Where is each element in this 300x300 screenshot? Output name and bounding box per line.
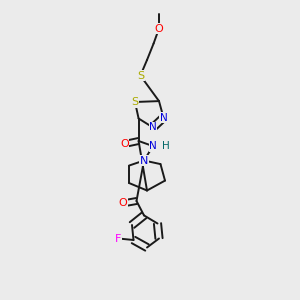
Text: H: H (162, 141, 170, 151)
Text: S: S (131, 97, 139, 107)
Text: N: N (140, 155, 148, 166)
Text: O: O (154, 23, 164, 34)
Text: O: O (118, 198, 127, 208)
Text: O: O (120, 139, 129, 149)
Text: N: N (160, 112, 167, 123)
Text: N: N (149, 122, 157, 133)
Text: N: N (149, 141, 157, 151)
Text: S: S (137, 70, 144, 81)
Text: F: F (115, 233, 122, 244)
